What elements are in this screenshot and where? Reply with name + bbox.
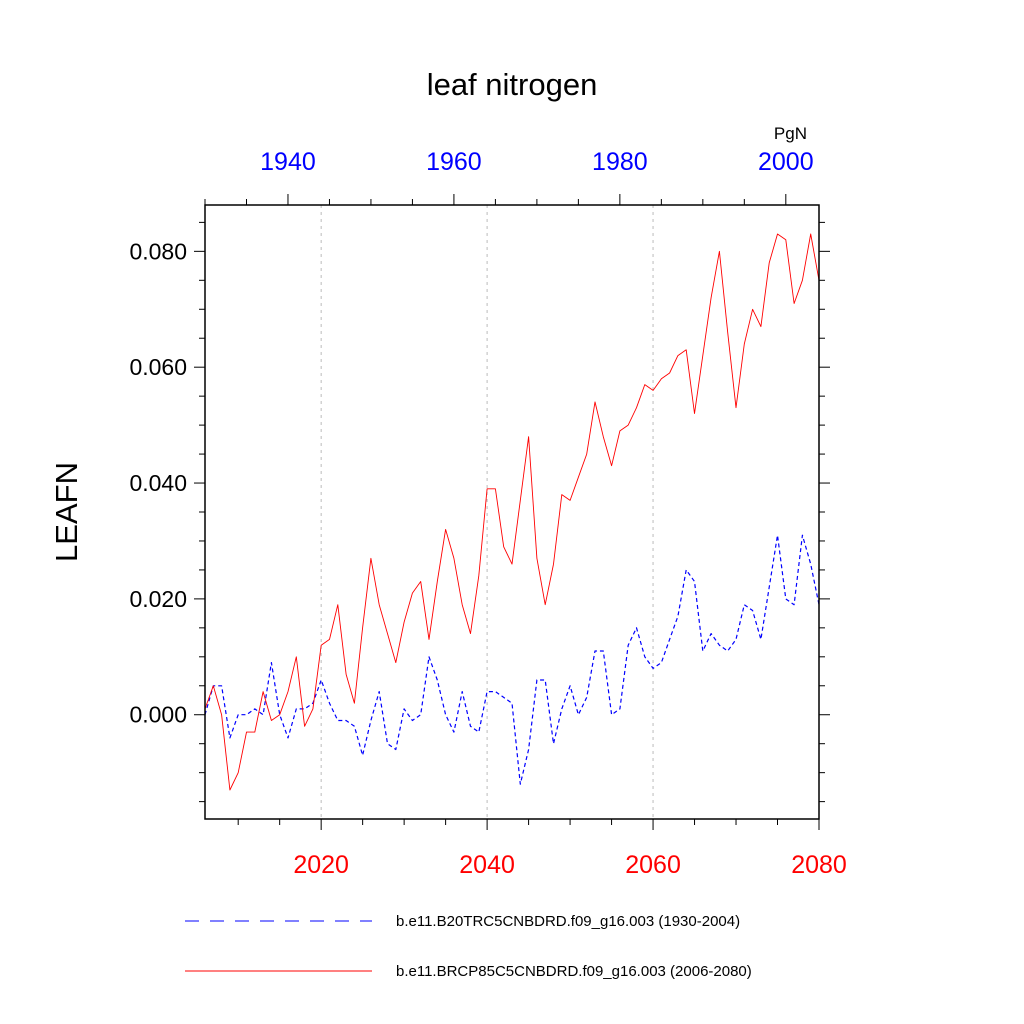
legend-label-blue: b.e11.B20TRC5CNBDRD.f09_g16.003 (1930-20… bbox=[396, 913, 740, 930]
xtick-label-bottom: 2020 bbox=[293, 851, 349, 879]
legend: b.e11.B20TRC5CNBDRD.f09_g16.003 (1930-20… bbox=[185, 913, 752, 980]
xtick-label-top: 2000 bbox=[758, 148, 814, 176]
xtick-label-top: 1980 bbox=[592, 148, 648, 176]
xtick-label-top: 1960 bbox=[426, 148, 482, 176]
top-tick-labels: 1940 1960 1980 2000 bbox=[260, 148, 813, 176]
chart-title: leaf nitrogen bbox=[427, 67, 598, 102]
ytick-label: 0.020 bbox=[129, 586, 187, 612]
ytick-label: 0.080 bbox=[129, 238, 187, 264]
xtick-label-bottom: 2040 bbox=[459, 851, 515, 879]
xtick-label-bottom: 2080 bbox=[791, 851, 847, 879]
bottom-tick-labels: 2020 2040 2060 2080 bbox=[293, 851, 846, 879]
legend-label-red: b.e11.BRCP85C5CNBDRD.f09_g16.003 (2006-2… bbox=[396, 963, 752, 980]
xtick-label-top: 1940 bbox=[260, 148, 316, 176]
series-group bbox=[204, 233, 820, 791]
series-line-rcp85 bbox=[204, 233, 820, 791]
ytick-label: 0.060 bbox=[129, 354, 187, 380]
y-axis-label: LEAFN bbox=[49, 462, 84, 562]
y-tick-labels: 0.000 0.020 0.040 0.060 0.080 bbox=[129, 238, 187, 727]
plot-frame bbox=[204, 204, 820, 820]
ytick-label: 0.000 bbox=[129, 702, 187, 728]
series-line-historical bbox=[204, 534, 820, 785]
units-label: PgN bbox=[774, 124, 807, 143]
axis-ticks bbox=[194, 194, 830, 830]
xtick-label-bottom: 2060 bbox=[625, 851, 681, 879]
gridlines bbox=[320, 205, 654, 819]
ytick-label: 0.040 bbox=[129, 470, 187, 496]
